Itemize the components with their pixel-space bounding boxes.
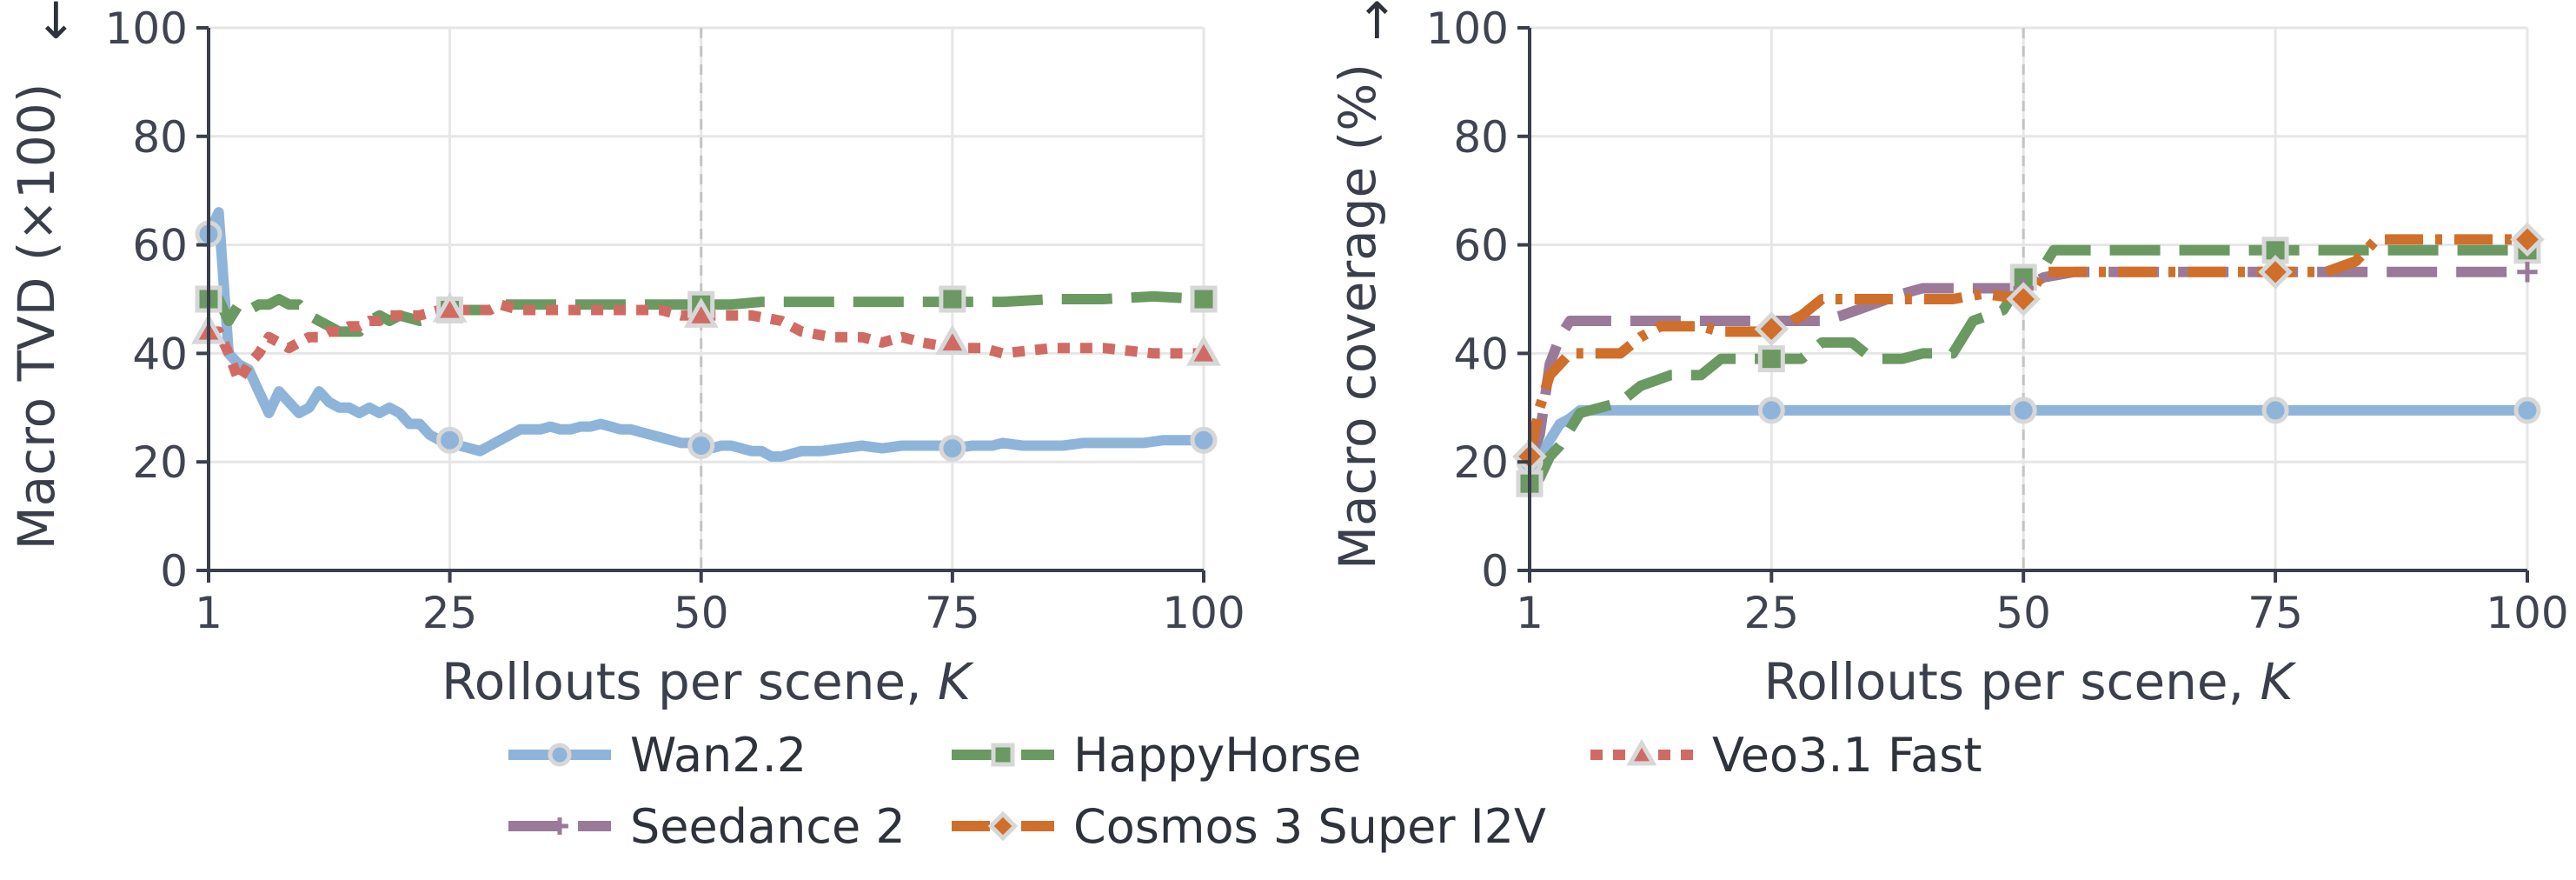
data-point-happyhorse [1757,345,1785,373]
series-line-cosmos-3-super-i2v [1524,234,2527,458]
x-tick-label: 100 [2486,588,2568,638]
data-point-cosmos-3-super-i2v [1754,311,1789,347]
data-point-seedance-2 [2517,262,2538,283]
y-tick-label: 40 [1453,329,1509,379]
legend-marker [1626,738,1657,766]
data-point-happyhorse [1190,285,1218,313]
y-tick-label: 100 [1426,3,1509,54]
y-tick-label: 0 [1481,546,1509,597]
y-tick-label: 80 [132,112,188,163]
data-point-wan2-2 [2513,397,2541,424]
legend-item-happyhorse: HappyHorse [952,728,1361,783]
y-tick-label: 20 [1453,437,1509,488]
data-point-wan2-2 [2261,397,2289,424]
series-line-happyhorse [1527,244,2527,489]
y-tick-label: 80 [1453,112,1509,163]
legend-marker [548,743,572,767]
x-tick-label: 25 [422,588,478,638]
legend-label: HappyHorse [1073,728,1361,783]
x-tick-label: 50 [674,588,729,638]
data-point-veo3-1-fast [432,291,468,323]
data-point-veo3-1-fast [683,297,719,328]
data-point-veo3-1-fast [1186,335,1221,366]
legend-label: Veo3.1 Fast [1712,728,1982,783]
chart-panel-1: 0 20 40 60 80 100 1 25 50 75 100 Rollouts per scene… [7,0,1245,711]
x-axis-label: Rollouts per scene, K [1764,652,2297,711]
legend-marker [551,817,568,835]
y-tick-label: 0 [160,546,188,597]
y-tick-label: 100 [105,3,188,54]
legend-label: Cosmos 3 Super I2V [1073,799,1546,854]
data-point-happyhorse [939,285,966,313]
data-point-cosmos-3-super-i2v [2258,255,2293,290]
data-point-wan2-2 [436,426,464,454]
chart-panel-2: 0 20 40 60 80 100 1 25 50 75 100 Rollouts per scene… [1328,0,2569,711]
legend-label: Seedance 2 [630,799,906,854]
y-axis-label: Macro TVD (×100) [7,83,66,550]
series-line-veo3-1-fast [209,299,1204,386]
legend-marker [991,743,1015,767]
data-point-wan2-2 [1190,426,1218,454]
x-tick-label: 75 [2247,588,2303,638]
legend-item-seedance-2: Seedance 2 [508,799,906,854]
data-point-happyhorse [2009,263,2037,291]
data-point-wan2-2 [2009,397,2037,424]
legend-marker [987,810,1019,842]
y-tick-label: 20 [132,437,188,488]
data-point-cosmos-3-super-i2v [2006,282,2041,317]
x-tick-label: 25 [1743,588,1799,638]
data-point-veo3-1-fast [934,324,970,356]
legend: Wan2.2 HappyHorse Veo3.1 Fast Seedance 2 Cos… [508,728,1982,854]
x-tick-label: 50 [1995,588,2051,638]
x-tick-label: 1 [195,588,222,638]
legend-item-cosmos-3-super-i2v: Cosmos 3 Super I2V [952,799,1546,854]
x-tick-label: 1 [1516,588,1544,638]
y-tick-label: 40 [132,329,188,379]
data-point-wan2-2 [1757,397,1785,424]
data-point-wan2-2 [939,435,966,463]
direction-indicator: ↓ [35,0,77,50]
data-point-cosmos-3-super-i2v [2510,222,2545,257]
legend-item-wan2-2: Wan2.2 [508,728,807,783]
legend-label: Wan2.2 [630,728,807,783]
y-axis-label: Macro coverage (%) [1328,63,1387,570]
x-tick-label: 100 [1162,588,1245,638]
data-point-wan2-2 [687,431,715,459]
y-tick-label: 60 [132,221,188,271]
legend-item-veo3-1-fast: Veo3.1 Fast [1590,728,1982,783]
x-axis-label: Rollouts per scene, K [442,652,974,711]
direction-indicator: ↑ [1356,0,1398,50]
y-tick-label: 60 [1453,221,1509,271]
x-tick-label: 75 [925,588,980,638]
